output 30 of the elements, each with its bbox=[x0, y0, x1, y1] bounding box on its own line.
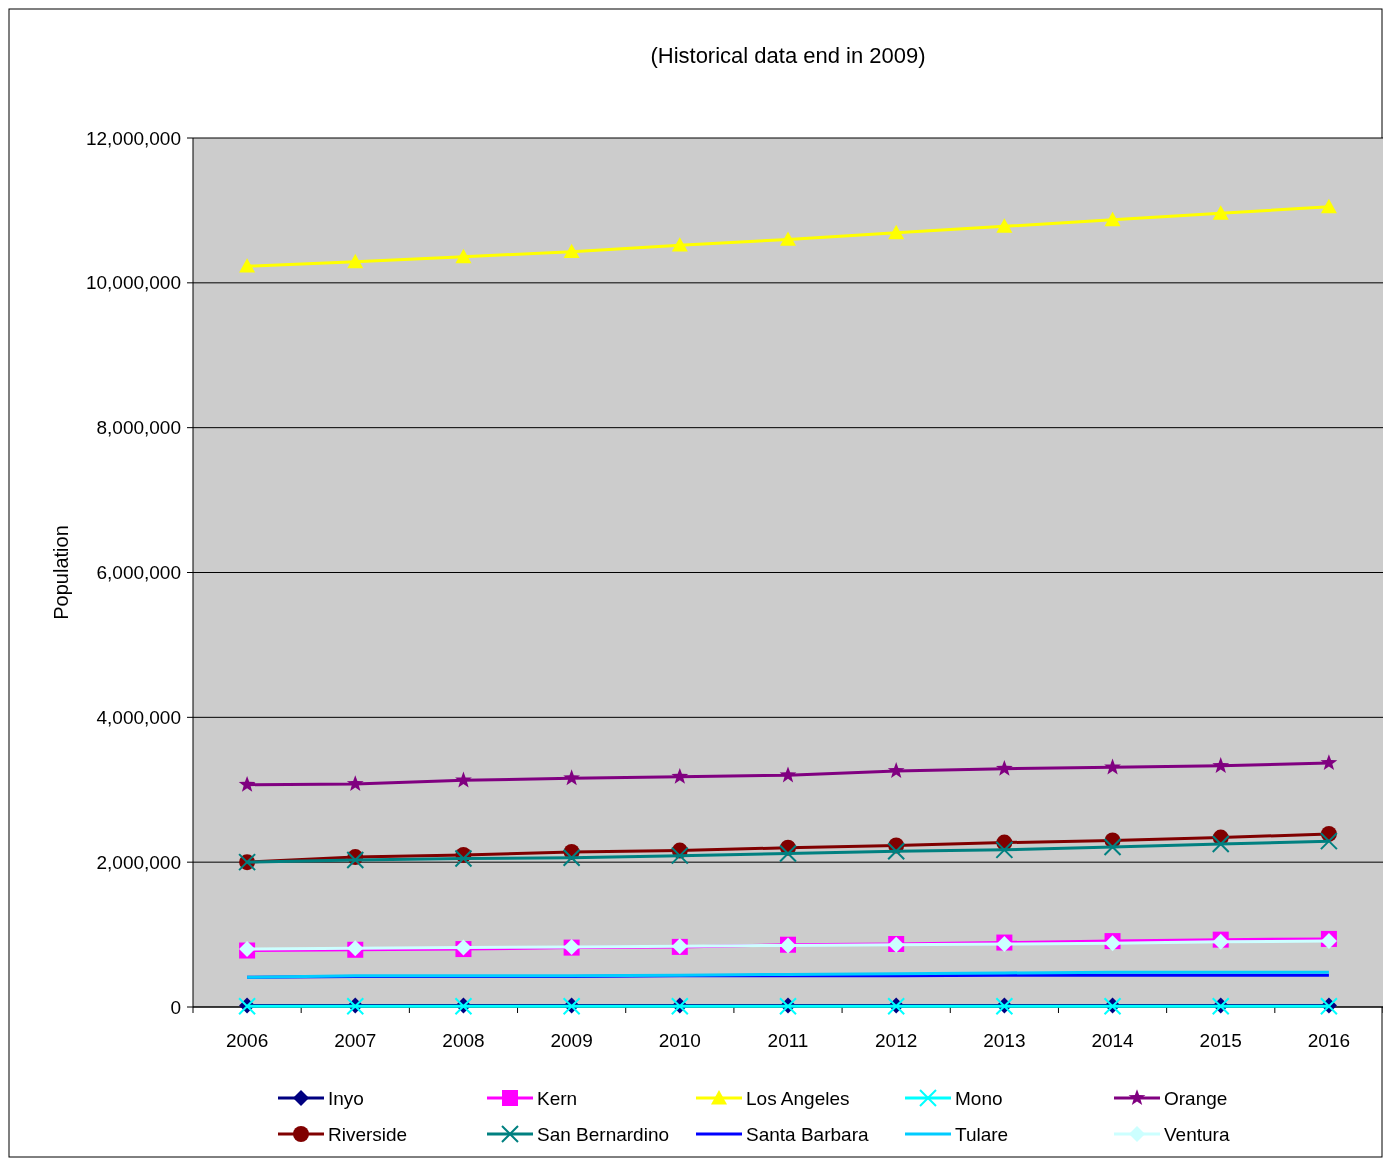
legend-label: Mono bbox=[955, 1087, 1003, 1109]
x-tick-label: 2006 bbox=[225, 1030, 269, 1051]
legend-label: Ventura bbox=[1164, 1123, 1230, 1145]
x-tick-label: 2015 bbox=[1199, 1030, 1242, 1051]
y-tick-label: 6,000,000 bbox=[96, 562, 181, 584]
x-tick-label: 2007 bbox=[334, 1030, 377, 1051]
legend-label: Santa Barbara bbox=[746, 1123, 869, 1145]
legend-label: Tulare bbox=[955, 1123, 1009, 1145]
x-tick-label: 2008 bbox=[442, 1030, 485, 1051]
y-axis-title: Population bbox=[50, 525, 72, 620]
legend-label: Kern bbox=[537, 1087, 578, 1109]
x-tick-label: 2014 bbox=[1091, 1030, 1135, 1051]
legend-label: San Bernardino bbox=[537, 1123, 670, 1145]
chart-title: (Historical data end in 2009) bbox=[650, 43, 926, 68]
legend-label: Inyo bbox=[328, 1087, 364, 1109]
y-tick-label: 10,000,000 bbox=[85, 272, 181, 294]
legend-label: Los Angeles bbox=[746, 1087, 850, 1109]
y-tick-label: 8,000,000 bbox=[96, 417, 181, 439]
y-tick-label: 4,000,000 bbox=[96, 706, 181, 728]
x-tick-label: 2012 bbox=[875, 1030, 918, 1051]
x-tick-label: 2016 bbox=[1307, 1030, 1351, 1051]
y-tick-label: 2,000,000 bbox=[96, 851, 181, 873]
x-tick-label: 2013 bbox=[983, 1030, 1026, 1051]
y-tick-label: 12,000,000 bbox=[85, 127, 181, 149]
legend-label: Riverside bbox=[328, 1123, 408, 1145]
x-tick-label: 2011 bbox=[767, 1030, 809, 1051]
x-tick-label: 2009 bbox=[550, 1030, 593, 1051]
x-tick-label: 2010 bbox=[658, 1030, 701, 1051]
y-tick-label: 0 bbox=[170, 996, 181, 1018]
legend-label: Orange bbox=[1164, 1087, 1228, 1109]
